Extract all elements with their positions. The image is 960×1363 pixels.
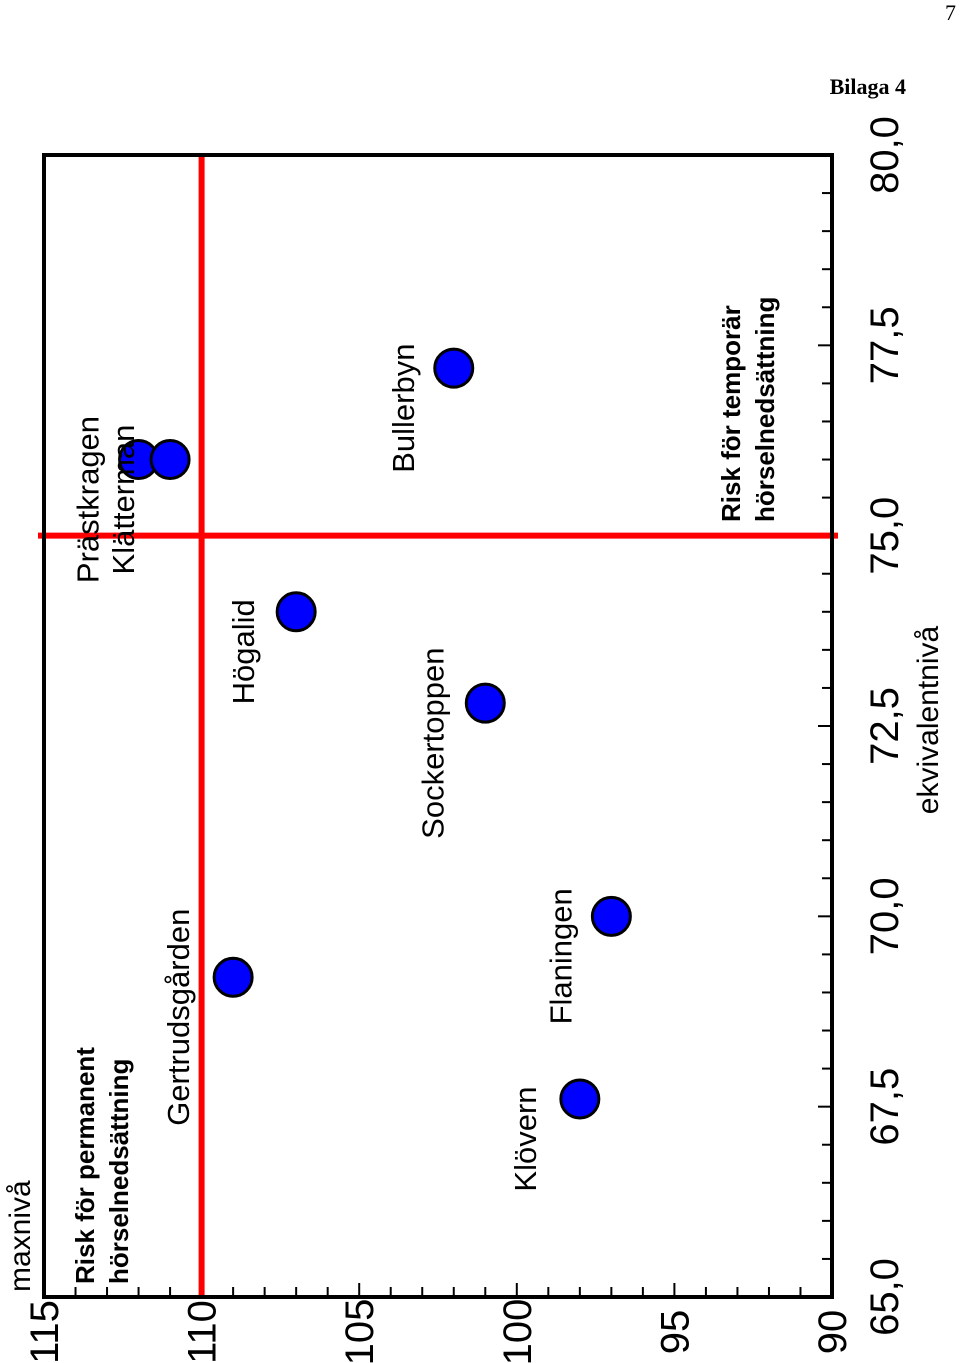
x-axis-title: ekvivalentnivå <box>912 625 945 814</box>
x-tick-label: 70,0 <box>863 877 907 955</box>
point-label: Högalid <box>226 599 261 704</box>
threshold-label: Risk för permanent hörselnedsättning <box>70 1047 134 1284</box>
y-tick-label: 105 <box>338 1299 382 1363</box>
data-point <box>149 439 191 481</box>
point-label: Bullerbyn <box>386 344 421 473</box>
x-tick-label: 75,0 <box>863 497 907 575</box>
y-tick-label: 100 <box>496 1299 540 1363</box>
point-label: Flaningen <box>543 888 578 1024</box>
threshold-lines <box>38 155 838 1297</box>
x-tick-label: 72,5 <box>863 687 907 765</box>
x-tick-label: 67,5 <box>863 1068 907 1146</box>
data-point <box>275 591 317 633</box>
point-label: Gertrudsgården <box>161 909 196 1126</box>
data-point <box>433 347 475 389</box>
page-number: 7 <box>945 0 956 25</box>
y-axis-title: maxnivå <box>4 1180 37 1292</box>
chart-text: 65,0 67,5 70,0 72,5 75,0 77,5 80,0 90 95 100 105 11… <box>4 116 945 1363</box>
y-tick-label: 90 <box>811 1310 855 1355</box>
point-label: Prästkragen <box>71 416 106 583</box>
data-points <box>118 347 632 1120</box>
data-point <box>559 1078 601 1120</box>
data-point <box>464 682 506 724</box>
threshold-label: Risk för temporär hörselnedsättning <box>716 297 780 522</box>
appendix-label: Bilaga 4 <box>829 74 906 99</box>
point-label: Sockertoppen <box>415 648 450 839</box>
data-point <box>590 895 632 937</box>
y-tick-label: 110 <box>181 1300 225 1363</box>
x-tick-label: 80,0 <box>863 116 907 194</box>
point-label: Klövern <box>508 1086 543 1191</box>
y-tick-label: 115 <box>23 1300 67 1363</box>
point-label: Klätterman <box>106 425 141 575</box>
y-tick-label: 95 <box>653 1310 697 1355</box>
plot-frame <box>42 153 834 1299</box>
data-point <box>212 956 254 998</box>
x-tick-label: 77,5 <box>863 306 907 384</box>
x-tick-label: 65,0 <box>863 1258 907 1336</box>
